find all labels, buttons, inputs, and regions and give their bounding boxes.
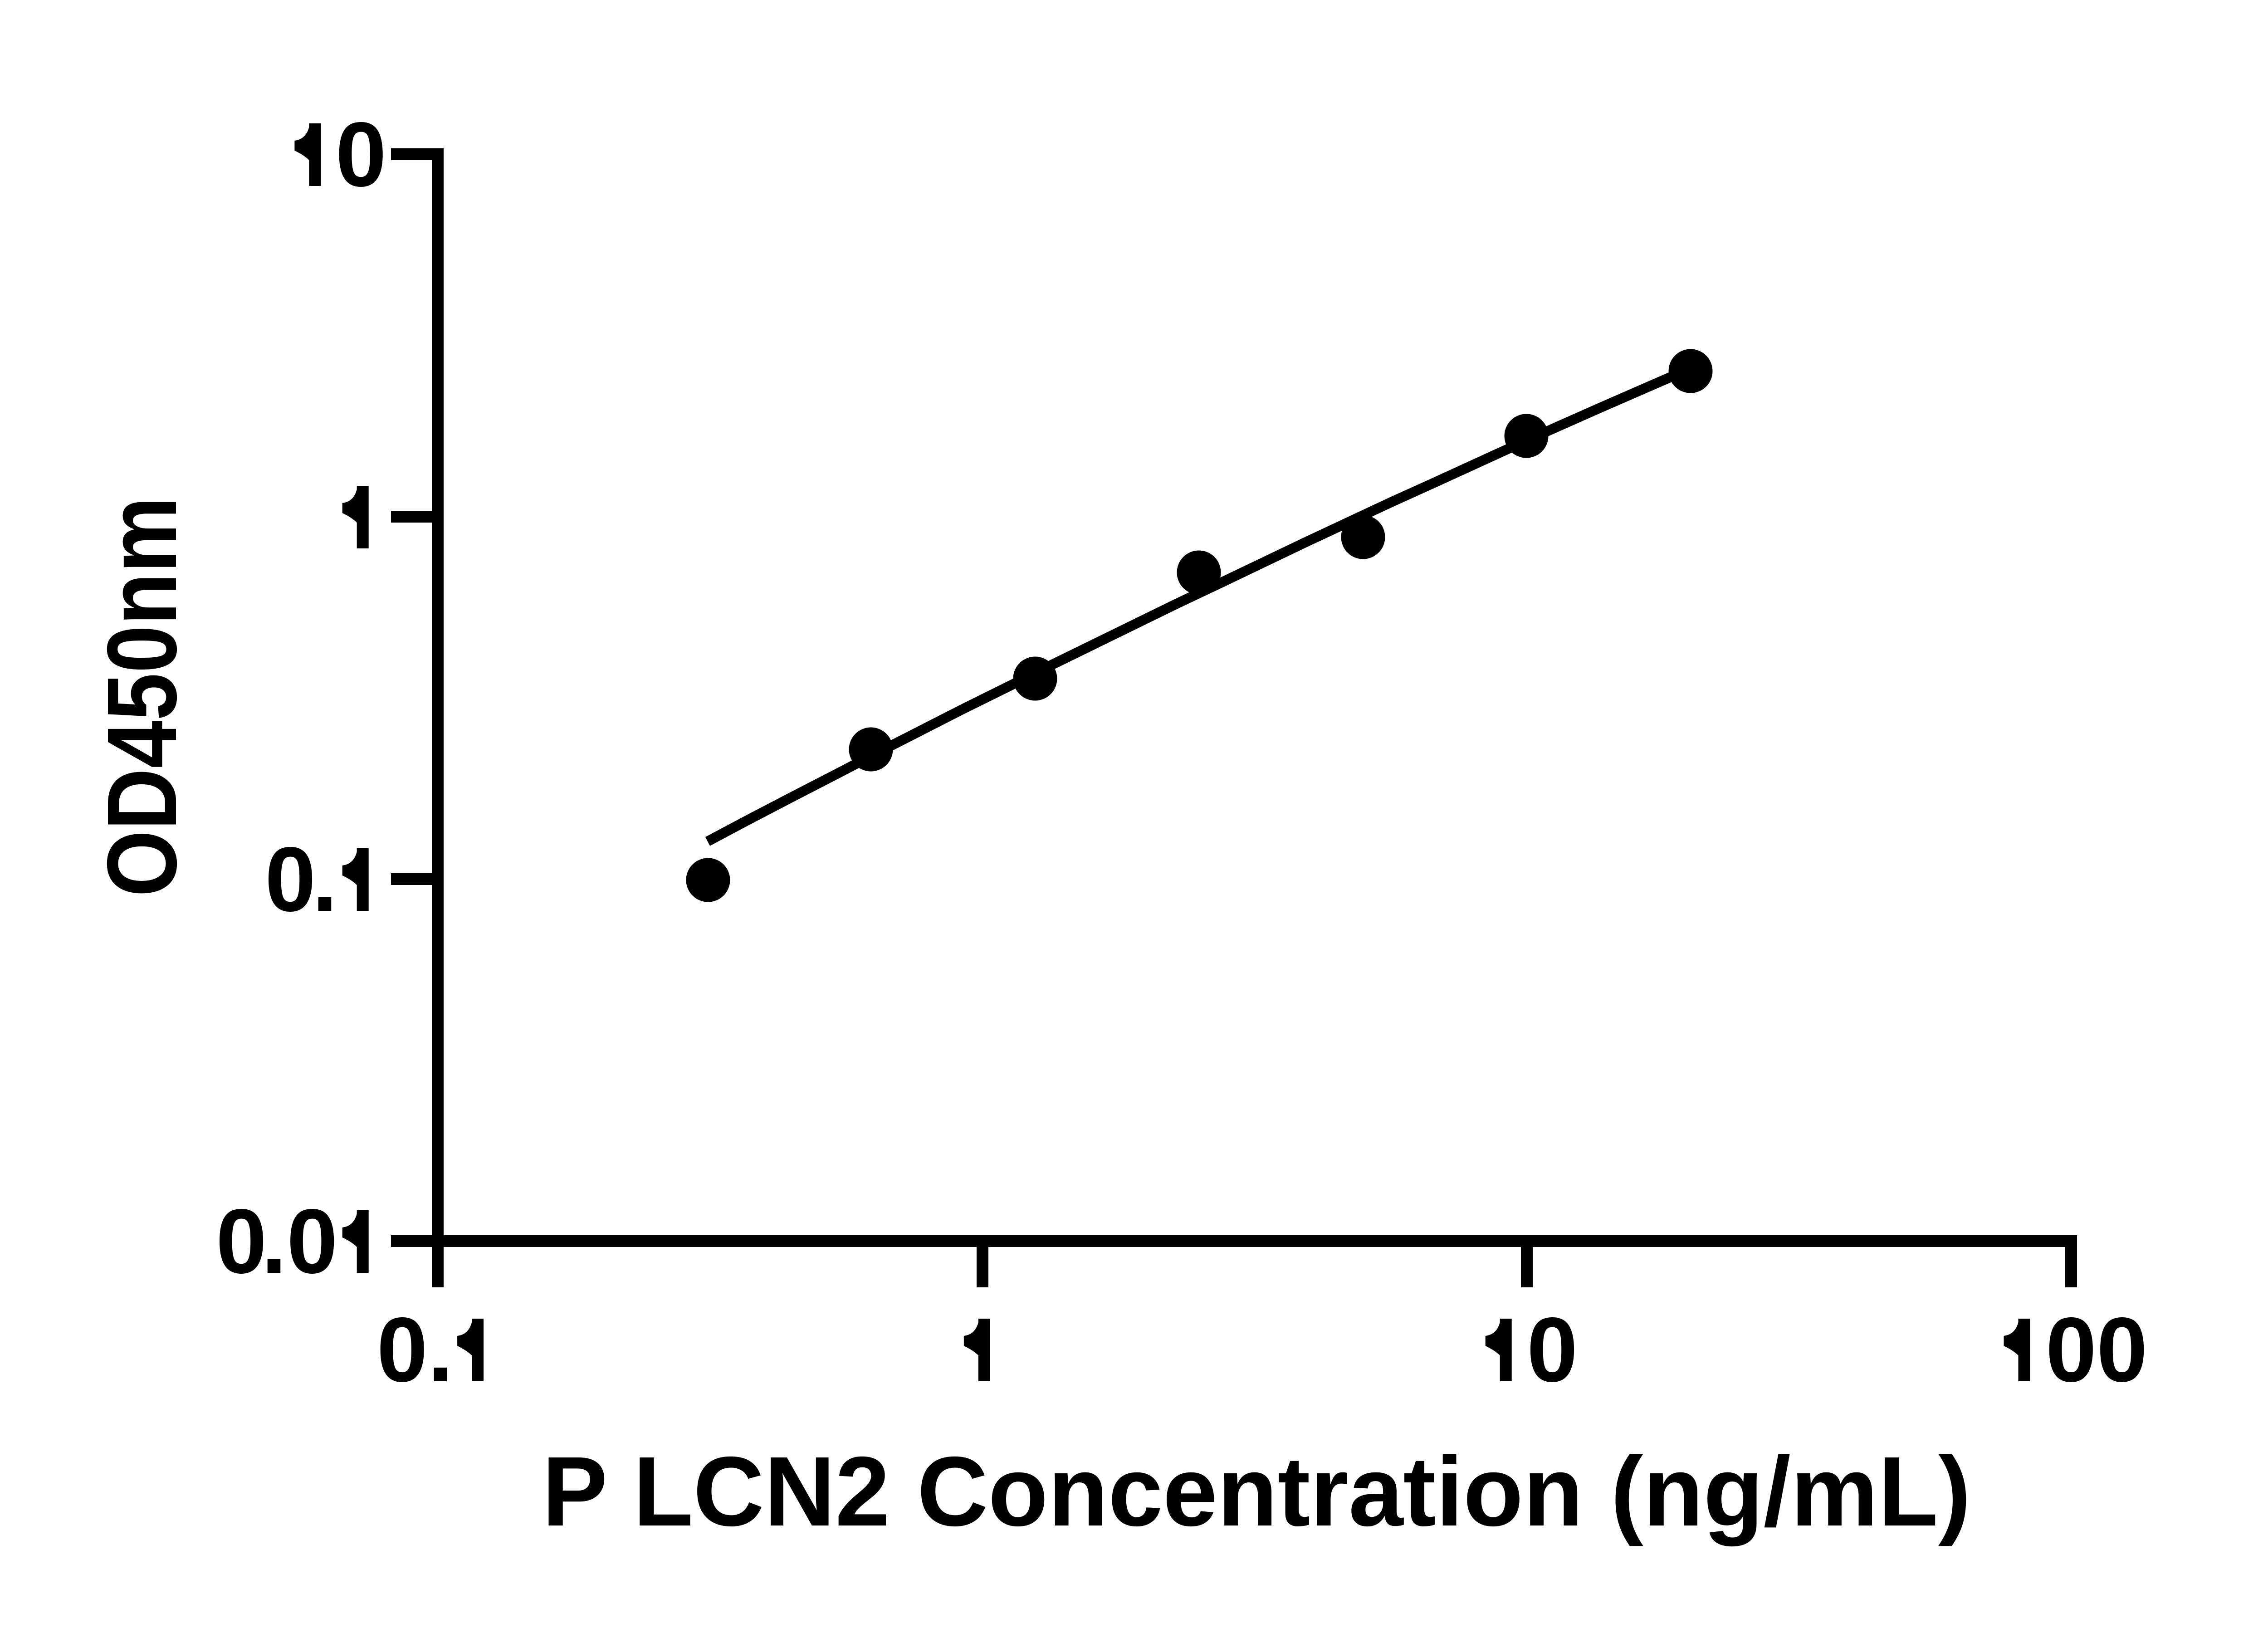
- svg-text:.0: .0: [261, 1190, 337, 1292]
- svg-text:0: 0: [1527, 1298, 1578, 1401]
- svg-text:0: 0: [336, 103, 386, 205]
- svg-text:0: 0: [265, 828, 316, 930]
- svg-text:00: 00: [2046, 1298, 2148, 1401]
- svg-text:0.: 0.: [377, 1298, 453, 1401]
- svg-text:OD450nm: OD450nm: [87, 497, 197, 897]
- svg-text:.: .: [312, 828, 337, 930]
- svg-text:P LCN2 Concentration (ng/mL): P LCN2 Concentration (ng/mL): [542, 1437, 1971, 1547]
- svg-text:0: 0: [216, 1190, 267, 1292]
